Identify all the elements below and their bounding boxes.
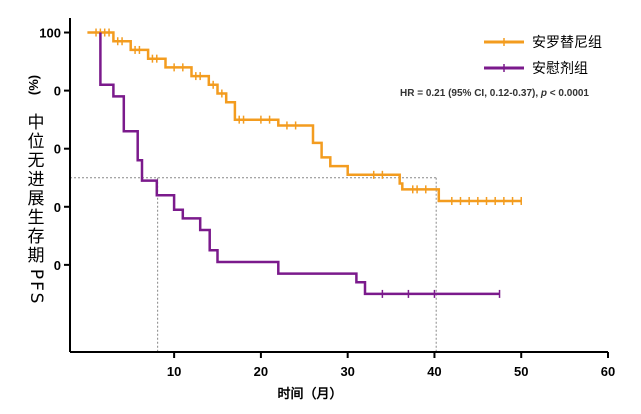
y-axis-title-char: 位: [28, 132, 45, 152]
y-tick-label: 0: [54, 84, 61, 99]
y-axis-title-char: 展: [28, 189, 45, 209]
x-axis-title: 时间（月）: [277, 386, 342, 402]
x-tick-label: 40: [427, 364, 441, 379]
series-line-1: [99, 32, 500, 296]
x-tick-label: 60: [601, 364, 615, 379]
legend-item-anlotinib: 安罗替尼组: [484, 35, 602, 51]
y-tick-label: 0: [54, 142, 61, 157]
y-axis-title-char: 期: [28, 246, 45, 266]
x-tick-label: 10: [167, 364, 181, 379]
legend-label-anlotinib: 安罗替尼组: [532, 35, 602, 51]
hr-prefix: HR = 0.21 (95% CI, 0.12-0.37),: [400, 88, 541, 99]
x-tick-label: 30: [340, 364, 354, 379]
x-tick-label: 20: [254, 364, 268, 379]
y-tick-label: 0: [54, 200, 61, 215]
y-axis-title-char: F: [26, 281, 46, 291]
y-axis-title-char: 生: [28, 208, 45, 228]
x-tick-label: 50: [514, 364, 528, 379]
y-axis-title-char: 无: [28, 151, 45, 171]
hr-p-symbol: p: [540, 88, 547, 99]
y-tick-label: 0: [54, 258, 61, 273]
y-axis-title-char: 进: [28, 170, 45, 190]
y-tick-label: 100: [39, 26, 61, 41]
y-axis-title-char: 存: [28, 227, 45, 247]
legend: 安罗替尼组 安慰剂组: [484, 35, 602, 77]
y-axis-title-char: P: [26, 269, 46, 279]
hr-suffix: < 0.0001: [547, 88, 589, 99]
y-unit-label: (%): [26, 75, 41, 95]
hr-annotation: HR = 0.21 (95% CI, 0.12-0.37), p < 0.000…: [400, 88, 589, 99]
y-axis-title-char: S: [26, 293, 46, 304]
y-axis-title-char: 中: [28, 113, 45, 133]
series-line-0: [87, 31, 522, 203]
legend-label-placebo: 安慰剂组: [532, 60, 588, 77]
legend-item-placebo: 安慰剂组: [484, 60, 588, 77]
